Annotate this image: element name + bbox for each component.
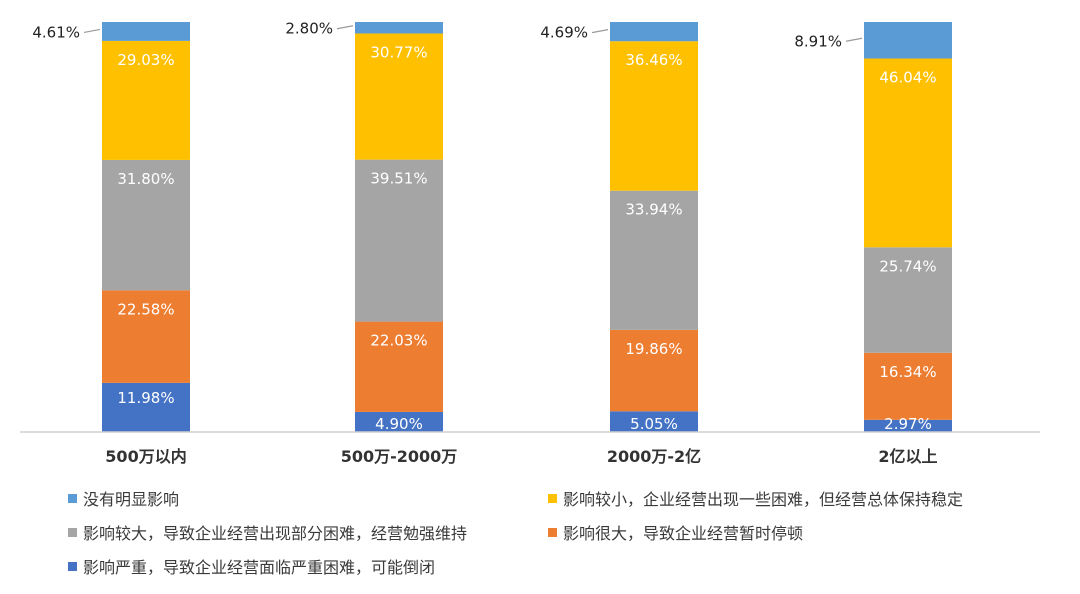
data-label: 4.90% (375, 415, 423, 433)
data-label: 36.46% (625, 51, 682, 69)
data-label: 2.80% (285, 20, 333, 38)
legend-swatch (68, 561, 77, 571)
legend-swatch (68, 527, 77, 537)
leader-line (336, 25, 354, 30)
bar-segment-none (864, 22, 952, 59)
bar-segment-severe (610, 411, 698, 432)
legend-item-no-impact: 没有明显影响 (68, 486, 179, 510)
bar-segment-severe (102, 382, 190, 432)
data-label: 31.80% (117, 170, 174, 188)
data-label: 4.61% (32, 23, 80, 41)
category-label: 500万以内 (105, 447, 186, 466)
leader-line (845, 37, 863, 42)
leader-line (83, 28, 101, 34)
legend-label: 影响很大，导致企业经营暂时停顿 (563, 524, 804, 543)
legend-item-moderate-impact: 影响较大，导致企业经营出现部分困难，经营勉强维持 (68, 520, 467, 544)
data-label: 39.51% (370, 170, 427, 188)
bar-segment-minor (102, 40, 190, 160)
data-label: 46.04% (879, 69, 936, 87)
data-label: 19.86% (625, 340, 682, 358)
bar-segment-severe (864, 419, 952, 432)
data-label: 11.98% (117, 389, 174, 407)
data-label: 16.34% (879, 363, 936, 381)
bar-segment-minor (355, 33, 443, 160)
data-label: 33.94% (625, 201, 682, 219)
data-label: 5.05% (630, 415, 678, 433)
bar-segment-large (610, 329, 698, 412)
bar-segment-minor (864, 58, 952, 248)
legend-swatch (548, 493, 557, 503)
labels-group: 11.98% 22.58% 31.80% 29.03% 4.61% 500万以内 4.90%… (32, 20, 937, 466)
data-label: 22.03% (370, 332, 427, 350)
bar-segment-moderate (610, 190, 698, 330)
data-label: 22.58% (117, 300, 174, 318)
bar-segment-minor (610, 41, 698, 191)
category-label: 500万-2000万 (341, 447, 458, 466)
data-label: 4.69% (540, 24, 588, 42)
legend-label: 影响较小，企业经营出现一些困难，但经营总体保持稳定 (563, 490, 964, 509)
bars-group (102, 22, 952, 432)
legend-swatch (548, 527, 557, 537)
legend-item-minor-impact: 影响较小，企业经营出现一些困难，但经营总体保持稳定 (548, 486, 963, 510)
leader-line (591, 29, 609, 34)
bar-segment-moderate (355, 159, 443, 322)
bar-segment-large (102, 290, 190, 383)
legend-label: 影响较大，导致企业经营出现部分困难，经营勉强维持 (83, 524, 468, 543)
bar-segment-none (102, 22, 190, 41)
data-label: 30.77% (370, 43, 427, 61)
legend-label: 影响严重，导致企业经营面临严重困难，可能倒闭 (83, 558, 436, 577)
data-label: 29.03% (117, 51, 174, 69)
bar-segment-large (355, 321, 443, 412)
data-label: 2.97% (884, 415, 932, 433)
category-label: 2亿以上 (878, 447, 937, 466)
legend-swatch (68, 493, 77, 503)
bar-segment-moderate (864, 247, 952, 353)
bar-segment-large (864, 352, 952, 420)
legend-item-large-impact: 影响很大，导致企业经营暂时停顿 (548, 520, 803, 544)
bar-segment-severe (355, 411, 443, 432)
data-label: 8.91% (794, 32, 842, 50)
bar-segment-none (610, 22, 698, 42)
category-label: 2000万-2亿 (607, 447, 701, 466)
legend-item-severe-impact: 影响严重，导致企业经营面临严重困难，可能倒闭 (68, 554, 435, 578)
bar-segment-none (355, 22, 443, 34)
stacked-bar-chart: 11.98% 22.58% 31.80% 29.03% 4.61% 500万以内 4.90%… (20, 20, 1040, 466)
data-label: 25.74% (879, 257, 936, 275)
bar-segment-moderate (102, 159, 190, 291)
legend-label: 没有明显影响 (83, 490, 180, 509)
